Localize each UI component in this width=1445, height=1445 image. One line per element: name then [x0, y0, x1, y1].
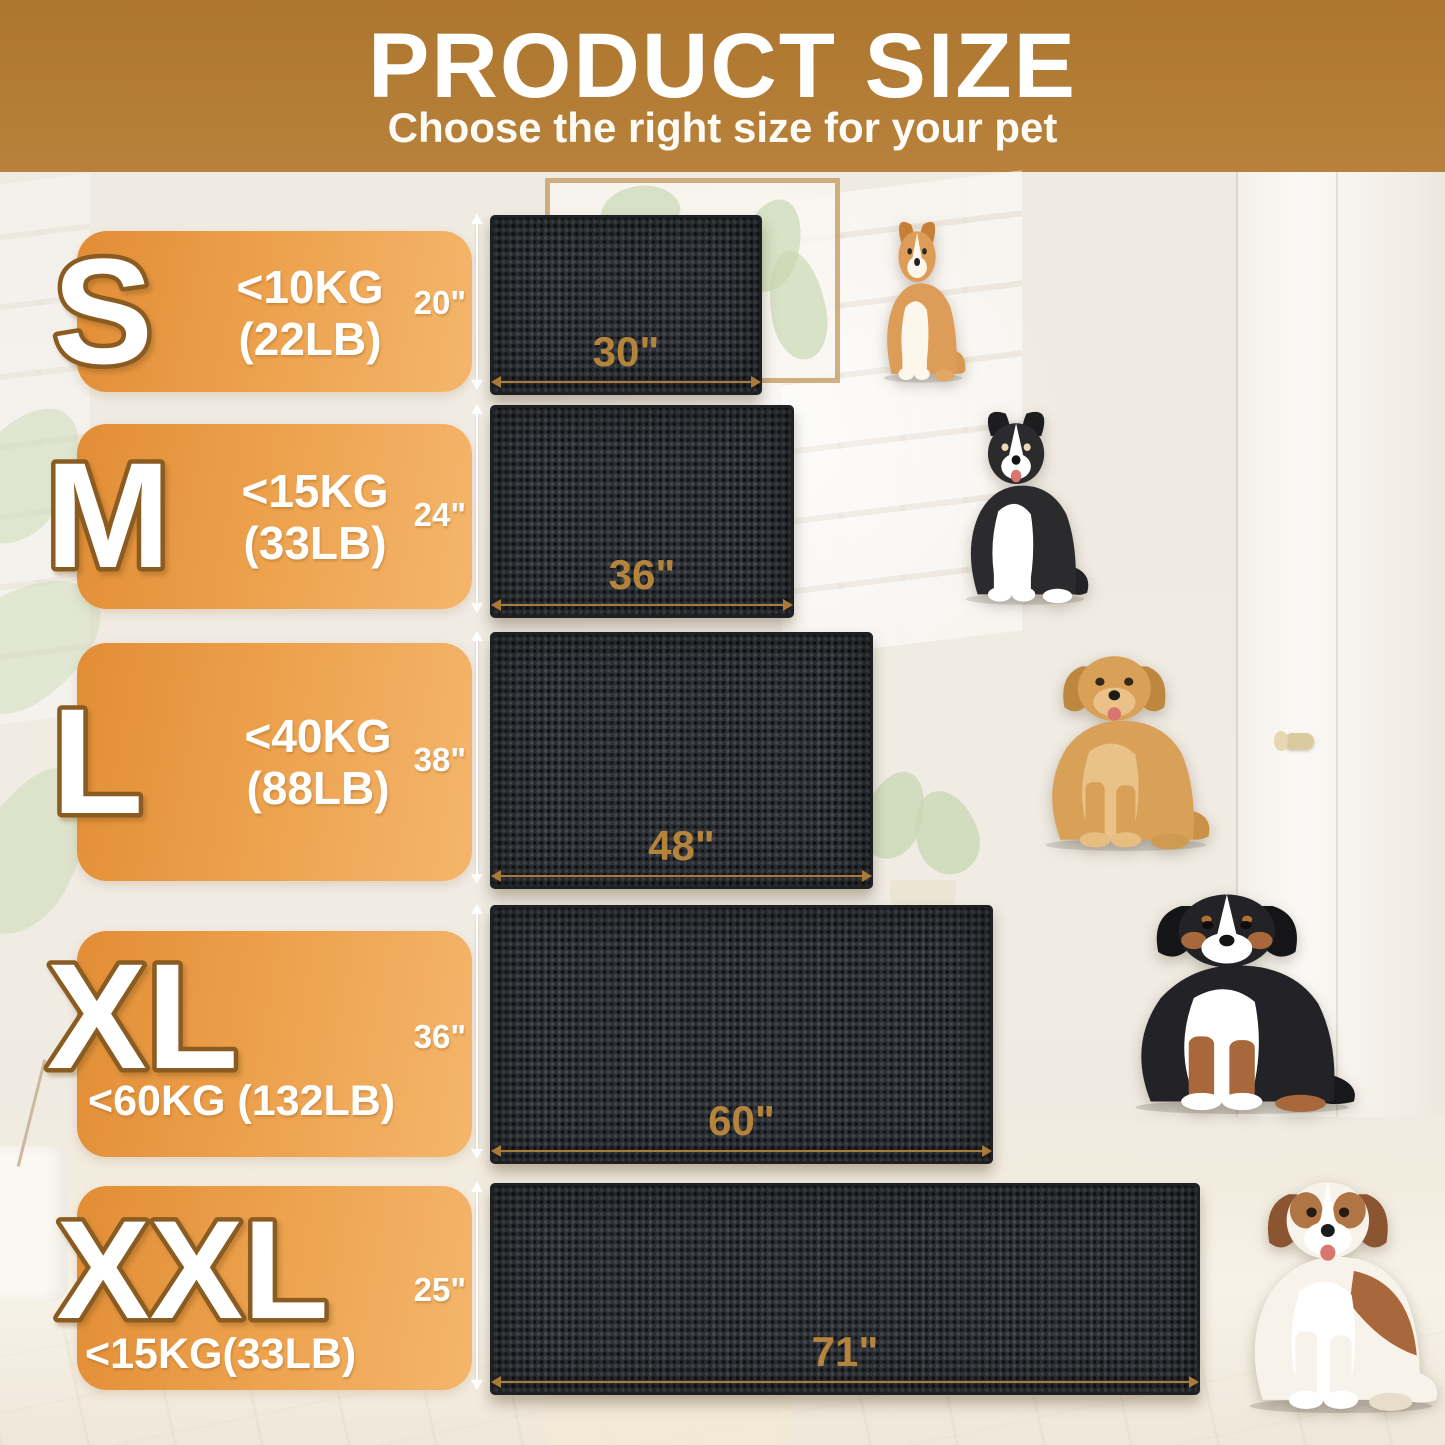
page-title: PRODUCT SIZE: [368, 15, 1077, 117]
mat-m: 36": [490, 405, 794, 618]
mat-width-label-m: 36": [608, 551, 676, 598]
svg-text:XXL: XXL: [56, 1191, 328, 1348]
width-measure-line-l: [501, 875, 862, 877]
bernese-mountain-dog-photo: [1135, 894, 1355, 1114]
size-band-s: [77, 231, 472, 392]
width-measure-line-xl: [501, 1150, 982, 1152]
size-band-xl: [77, 931, 472, 1157]
width-measure-line-m: [501, 604, 783, 606]
width-measure-line-s: [501, 381, 751, 383]
mat-xxl: 71": [490, 1183, 1200, 1395]
mat-height-label-xl: 36": [413, 1018, 466, 1055]
size-band-l: [77, 643, 472, 881]
st-bernard-photo: [1249, 1182, 1438, 1414]
mat-xl: 60": [490, 905, 993, 1164]
door-handle: [1274, 731, 1314, 751]
mat-height-label-l: 38": [413, 741, 466, 778]
weight-label-s: <10KG (22LB): [190, 261, 430, 365]
mat-width-label-l: 48": [648, 822, 715, 869]
size-letter-m: M: [41, 427, 175, 604]
weight-label-xxl: <15KG(33LB): [85, 1330, 465, 1378]
weight-kg-lb: <60KG (132LB): [88, 1077, 396, 1125]
weight-lb: (33LB): [243, 516, 387, 569]
size-band-xxl: [77, 1186, 472, 1390]
mat-s: 30": [490, 215, 762, 395]
size-letter-l: L: [47, 673, 148, 850]
floor-step: [545, 1392, 790, 1445]
height-measure-line-l: [476, 641, 478, 874]
height-measure-line-m: [476, 414, 478, 603]
weight-label-xl: <60KG (132LB): [88, 1077, 468, 1125]
door-panel-line: [1336, 172, 1338, 1117]
weight-kg-lb: <15KG(33LB): [85, 1330, 357, 1378]
height-measure-line-xl: [476, 914, 478, 1149]
door-panel: [1236, 172, 1445, 1117]
mat-width-label-xxl: 71": [811, 1328, 879, 1375]
mat-l: 48": [490, 632, 873, 889]
weight-label-l: <40KG (88LB): [198, 710, 438, 814]
height-measure-line-s: [476, 224, 478, 380]
white-planter: [0, 1146, 68, 1301]
weight-lb: (22LB): [238, 312, 382, 365]
svg-text:L: L: [52, 677, 144, 845]
svg-text:M: M: [46, 431, 171, 599]
corgi-photo: [883, 221, 966, 383]
weight-kg: <15KG: [241, 465, 389, 517]
page-subtitle: Choose the right size for your pet: [387, 104, 1058, 151]
weight-kg: <10KG: [236, 261, 384, 313]
mat-width-label-s: 30": [592, 328, 660, 375]
weight-kg: <40KG: [244, 710, 392, 762]
size-letter-xl: XL: [42, 928, 243, 1105]
mat-height-label-xxl: 25": [413, 1271, 466, 1308]
golden-retriever-photo: [1045, 656, 1210, 851]
mat-height-label-s: 20": [413, 284, 466, 321]
size-letter-s: S: [48, 223, 157, 400]
size-letter-xxl: XXL: [52, 1187, 333, 1353]
height-measure-line-xxl: [476, 1192, 478, 1380]
size-band-m: [77, 424, 472, 609]
mat-width-label-xl: 60": [708, 1097, 775, 1144]
svg-text:S: S: [53, 227, 153, 395]
mat-height-label-m: 24": [413, 496, 466, 533]
border-collie-photo: [965, 411, 1089, 605]
svg-text:XL: XL: [47, 932, 239, 1100]
plant-pot: [890, 880, 956, 906]
width-measure-line-xxl: [501, 1381, 1189, 1383]
weight-label-m: <15KG (33LB): [195, 465, 435, 569]
header-background: [0, 0, 1445, 172]
weight-lb: (88LB): [246, 761, 390, 814]
